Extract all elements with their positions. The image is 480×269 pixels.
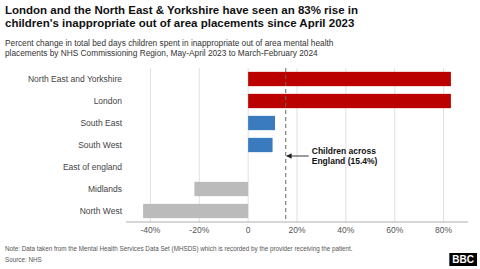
x-tick-label: 40% [337, 225, 354, 235]
bar [248, 138, 272, 152]
logo-box [449, 253, 477, 266]
title: London and the North East & Yorkshire ha… [5, 4, 358, 29]
grid-line [345, 68, 346, 222]
note: Note: Data taken from the Mental Health … [5, 245, 353, 253]
category-label: East of england [63, 162, 122, 172]
x-axis-line [126, 222, 468, 223]
x-tick-label: -20% [189, 225, 209, 235]
bar [248, 116, 275, 130]
subtitle: Percent change in total bed days childre… [5, 38, 334, 58]
x-tick-label: 60% [386, 225, 403, 235]
grid-line [443, 68, 444, 222]
grid [150, 68, 443, 222]
text-line: placements by NHS Commissioning Region, … [5, 48, 318, 58]
chart-container: London and the North East & Yorkshire ha… [0, 0, 480, 269]
grid-line [199, 68, 200, 222]
category-label: North East and Yorkshire [28, 74, 122, 84]
x-tick-label: 0 [246, 225, 251, 235]
text-line: Percent change in total bed days childre… [5, 38, 334, 48]
bar [248, 94, 451, 108]
reference-line [285, 68, 286, 222]
x-tick-label: 80% [435, 225, 452, 235]
bar [248, 72, 451, 86]
grid-line [394, 68, 395, 222]
x-tick-label: 20% [288, 225, 305, 235]
logo-text: BBC [452, 254, 474, 265]
bar [143, 204, 248, 218]
bar [248, 160, 249, 174]
bars [143, 72, 451, 218]
category-label: London [94, 96, 123, 106]
x-tick-labels: -40% -20% 0 20% 40% 60% 80% [141, 225, 453, 235]
category-label: South East [80, 118, 122, 128]
category-label: North West [80, 206, 123, 216]
category-label: Midlands [88, 184, 122, 194]
background [0, 0, 480, 269]
chart-svg: London and the North East & Yorkshire ha… [0, 0, 480, 269]
y-tick-labels: North East and Yorkshire London South East… [28, 74, 123, 216]
grid-line [150, 68, 151, 222]
logo: BBC [449, 253, 477, 266]
source: Source: NHS [5, 256, 42, 263]
annotation-arrow [287, 156, 309, 157]
x-tick-label: -40% [141, 225, 161, 235]
bar [194, 182, 248, 196]
text-line: England (15.4%) [312, 156, 378, 166]
grid-line [297, 68, 298, 222]
text-line: children's inappropriate out of area pla… [5, 17, 354, 29]
text-line: London and the North East & Yorkshire ha… [5, 4, 358, 16]
text-line: Children across [312, 146, 377, 156]
annotation: Children acrossEngland (15.4%) [312, 146, 378, 166]
category-label: South West [78, 140, 122, 150]
